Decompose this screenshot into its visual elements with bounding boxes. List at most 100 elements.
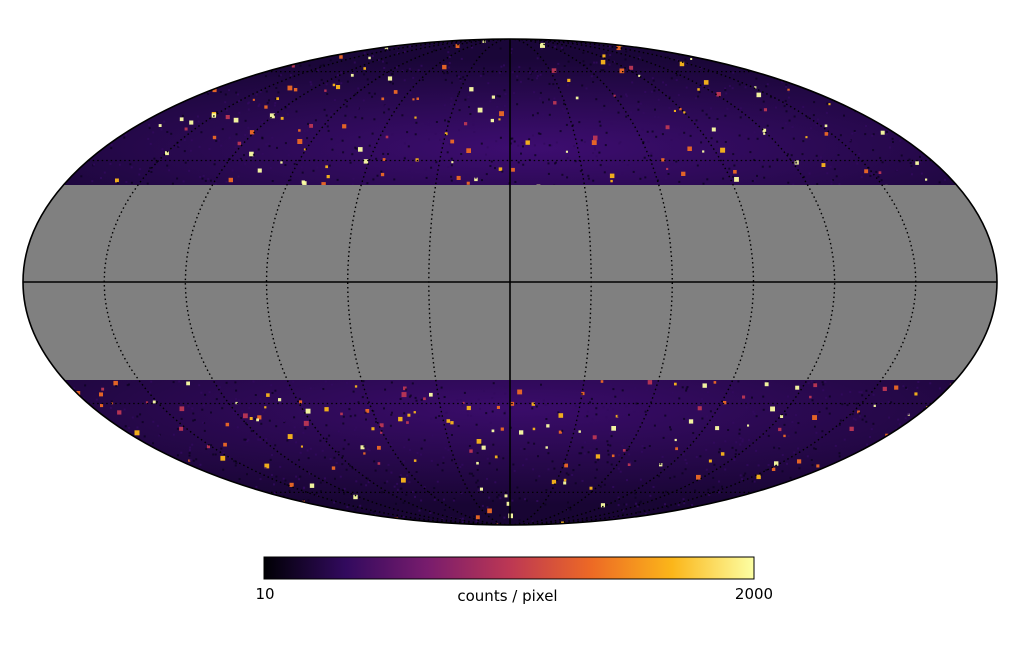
noise-pixel: [409, 394, 412, 397]
noise-pixel: [238, 159, 241, 162]
point-source: [783, 434, 786, 438]
point-source: [212, 135, 217, 140]
noise-pixel: [45, 83, 48, 86]
noise-pixel: [887, 76, 890, 79]
point-source: [926, 430, 930, 435]
noise-pixel: [836, 490, 839, 493]
noise-pixel: [271, 392, 274, 394]
noise-pixel: [787, 519, 790, 522]
point-source: [821, 497, 826, 502]
noise-pixel: [459, 79, 462, 82]
noise-pixel: [547, 172, 550, 175]
noise-pixel: [975, 147, 978, 150]
point-source: [730, 503, 733, 506]
point-source: [148, 94, 152, 98]
noise-pixel: [771, 502, 774, 505]
noise-pixel: [257, 148, 260, 151]
noise-pixel: [461, 463, 464, 466]
noise-pixel: [440, 428, 443, 431]
noise-pixel: [954, 487, 956, 490]
noise-pixel: [969, 178, 972, 181]
noise-pixel: [450, 164, 453, 167]
noise-pixel: [801, 153, 804, 156]
noise-pixel: [149, 391, 151, 394]
noise-pixel: [959, 159, 962, 162]
noise-pixel: [268, 99, 270, 102]
noise-pixel: [823, 470, 826, 473]
noise-pixel: [981, 130, 984, 133]
noise-pixel: [823, 509, 825, 512]
noise-pixel: [450, 175, 453, 178]
noise-pixel: [147, 137, 150, 140]
noise-pixel: [954, 71, 957, 74]
noise-pixel: [282, 495, 285, 498]
noise-pixel: [780, 431, 783, 434]
noise-pixel: [701, 398, 703, 401]
noise-pixel: [861, 418, 864, 421]
point-source: [297, 139, 303, 144]
noise-pixel: [686, 386, 689, 388]
noise-pixel: [639, 478, 642, 481]
noise-pixel: [924, 468, 927, 471]
noise-pixel: [382, 152, 385, 155]
point-source: [385, 135, 389, 139]
noise-pixel: [813, 447, 816, 450]
point-source: [754, 86, 757, 89]
point-source: [412, 98, 415, 101]
point-source: [444, 132, 448, 136]
point-source: [932, 72, 937, 78]
point-source: [189, 120, 194, 125]
noise-pixel: [299, 475, 302, 478]
noise-pixel: [531, 134, 534, 137]
point-source: [683, 111, 686, 114]
noise-pixel: [46, 170, 49, 173]
noise-pixel: [138, 472, 141, 475]
noise-pixel: [965, 496, 967, 499]
noise-pixel: [936, 413, 939, 416]
noise-pixel: [616, 39, 619, 41]
noise-pixel: [830, 524, 833, 525]
noise-pixel: [354, 116, 357, 119]
point-source: [859, 46, 861, 49]
noise-pixel: [133, 471, 136, 474]
noise-pixel: [293, 416, 296, 419]
noise-pixel: [536, 75, 539, 77]
noise-pixel: [306, 449, 309, 452]
point-source: [305, 408, 311, 414]
noise-pixel: [621, 444, 624, 447]
noise-pixel: [955, 521, 958, 524]
noise-pixel: [974, 450, 977, 452]
noise-pixel: [127, 501, 130, 504]
noise-pixel: [375, 420, 377, 423]
noise-pixel: [355, 480, 358, 483]
point-source: [136, 512, 139, 515]
noise-pixel: [942, 430, 945, 433]
point-source: [256, 418, 259, 422]
point-source: [661, 158, 665, 162]
point-source: [697, 406, 702, 411]
noise-pixel: [968, 112, 971, 115]
noise-pixel: [872, 133, 875, 136]
noise-pixel: [684, 458, 687, 461]
point-source: [456, 175, 461, 180]
noise-pixel: [739, 443, 742, 446]
noise-pixel: [567, 60, 570, 63]
noise-pixel: [32, 432, 35, 435]
point-source: [873, 404, 876, 407]
noise-pixel: [57, 499, 60, 502]
noise-pixel: [150, 171, 153, 173]
noise-pixel: [798, 467, 801, 470]
noise-pixel: [846, 404, 849, 407]
noise-pixel: [178, 380, 181, 383]
noise-pixel: [366, 182, 369, 185]
noise-pixel: [161, 148, 164, 151]
noise-pixel: [239, 521, 242, 524]
noise-pixel: [382, 129, 385, 132]
noise-pixel: [594, 461, 597, 464]
noise-pixel: [115, 454, 118, 457]
noise-pixel: [201, 90, 204, 93]
noise-pixel: [242, 522, 245, 524]
noise-pixel: [641, 128, 644, 131]
noise-pixel: [621, 161, 624, 163]
noise-pixel: [655, 412, 658, 415]
